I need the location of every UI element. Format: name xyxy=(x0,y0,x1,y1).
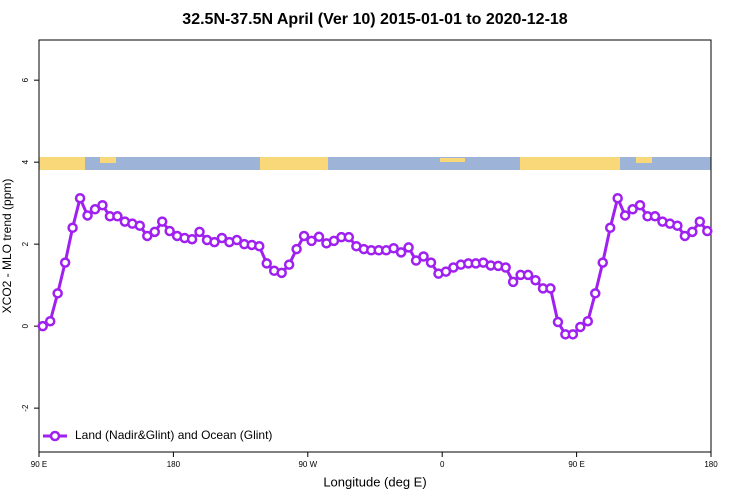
y-tick-label: -2 xyxy=(21,404,30,412)
point xyxy=(612,192,623,204)
point xyxy=(156,216,168,227)
point xyxy=(89,204,101,215)
point xyxy=(597,257,608,268)
x-tick-label: 180 xyxy=(704,460,718,469)
point xyxy=(52,288,63,299)
point xyxy=(343,231,355,243)
point xyxy=(410,255,422,266)
point xyxy=(194,226,205,238)
point xyxy=(134,220,146,231)
point xyxy=(149,226,160,238)
point xyxy=(254,240,265,252)
point xyxy=(388,243,399,254)
point xyxy=(582,315,594,327)
point xyxy=(142,230,153,242)
point xyxy=(44,315,56,327)
point xyxy=(687,226,698,238)
point xyxy=(298,230,310,242)
point xyxy=(575,321,586,333)
y-tick-label: 6 xyxy=(21,77,30,82)
point xyxy=(694,216,706,227)
point xyxy=(679,230,691,242)
x-tick-label: 90 W xyxy=(298,460,317,469)
point xyxy=(306,235,317,247)
point xyxy=(186,233,198,245)
point xyxy=(216,232,228,244)
x-tick-label: 90 E xyxy=(568,460,584,469)
point xyxy=(590,288,601,299)
x-tick-label: 0 xyxy=(440,460,445,469)
point xyxy=(567,329,579,340)
point xyxy=(545,283,556,294)
point xyxy=(702,225,713,237)
point xyxy=(395,247,407,258)
point xyxy=(440,266,452,277)
point xyxy=(74,192,86,204)
point xyxy=(209,236,220,248)
point xyxy=(634,199,646,211)
legend-marker xyxy=(49,430,61,442)
land-ocean-strip xyxy=(39,157,711,170)
y-tick-label: 0 xyxy=(21,323,30,328)
series-line xyxy=(41,193,709,336)
point xyxy=(672,220,683,231)
plot-frame xyxy=(38,39,712,453)
point xyxy=(418,251,429,262)
point xyxy=(82,210,93,221)
point xyxy=(403,242,414,253)
point xyxy=(112,211,123,222)
point xyxy=(37,320,48,332)
point xyxy=(291,243,302,255)
point xyxy=(649,211,661,222)
point xyxy=(522,269,534,281)
point xyxy=(500,262,511,273)
x-tick-label: 180 xyxy=(167,460,181,469)
point xyxy=(283,259,295,270)
point xyxy=(530,274,541,286)
point xyxy=(313,231,325,243)
point xyxy=(627,204,638,215)
y-axis-label: XCO2 - MLO trend (ppm) xyxy=(0,179,14,314)
point xyxy=(164,225,175,237)
y-tick-label: 4 xyxy=(21,159,30,164)
point xyxy=(261,258,272,269)
point xyxy=(425,257,437,268)
x-tick-label: 90 E xyxy=(31,460,47,469)
x-axis-label: Longitude (deg E) xyxy=(323,474,426,489)
y-tick-label: 2 xyxy=(21,241,30,246)
point xyxy=(552,316,564,328)
point xyxy=(59,257,71,268)
point xyxy=(619,210,631,221)
legend-label: Land (Nadir&Glint) and Ocean (Glint) xyxy=(75,428,272,442)
point xyxy=(97,199,108,211)
chart-title: 32.5N-37.5N April (Ver 10) 2015-01-01 to… xyxy=(182,11,568,28)
point xyxy=(276,267,287,279)
point xyxy=(604,222,616,234)
point xyxy=(507,276,519,288)
point xyxy=(231,234,243,246)
point xyxy=(67,222,78,234)
